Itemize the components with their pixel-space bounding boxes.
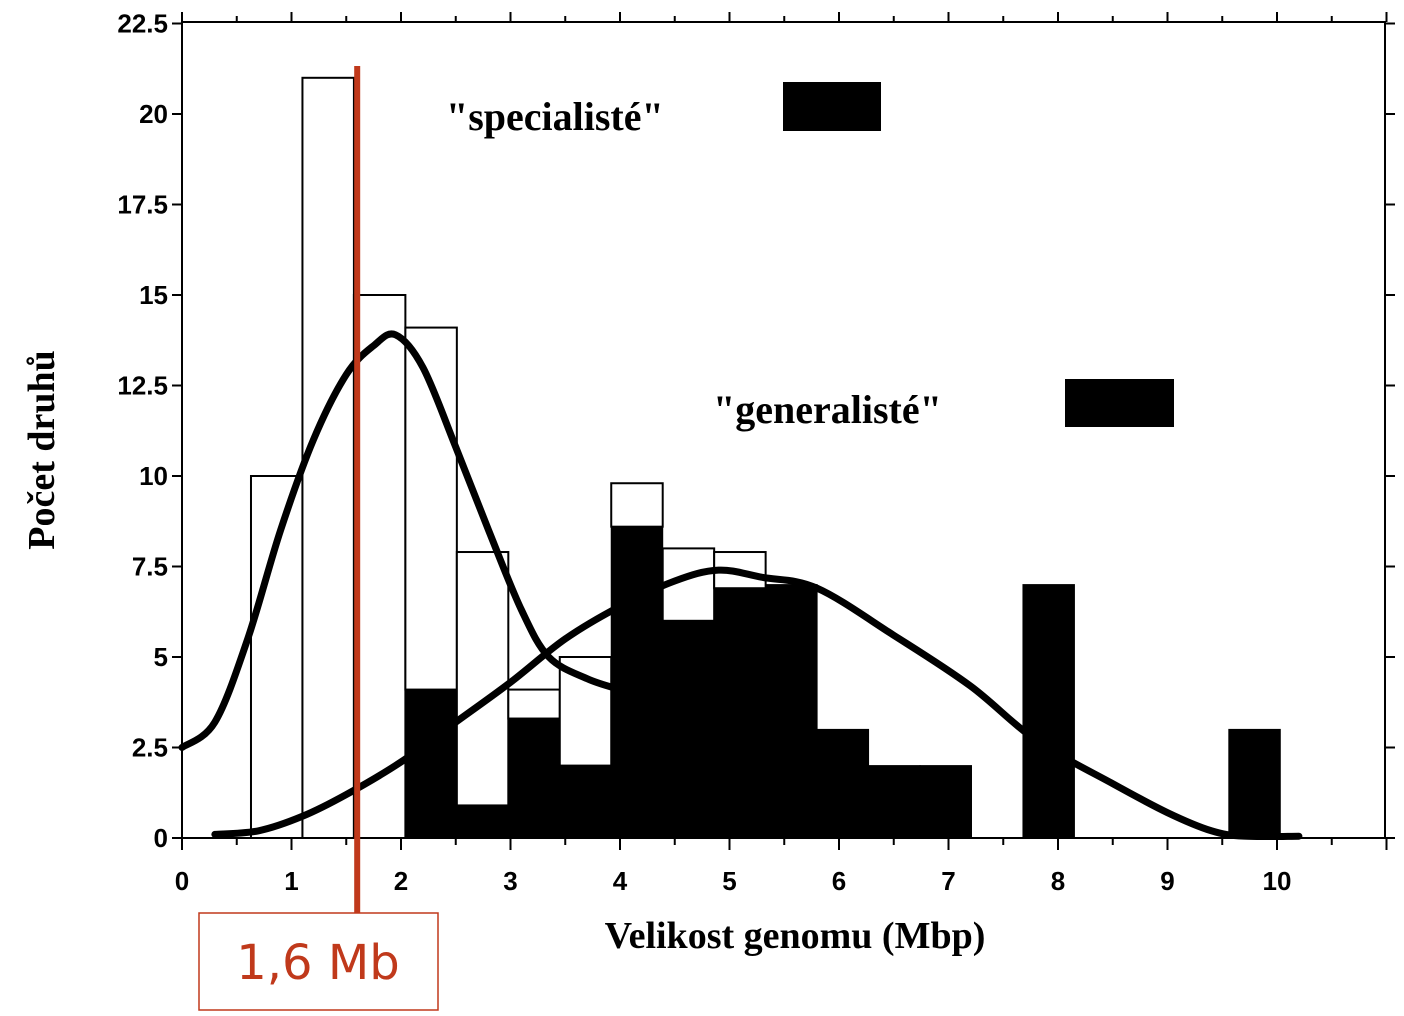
bar-generalists (405, 690, 456, 838)
x-tick-label: 9 (1160, 866, 1174, 896)
bar-specialists (457, 552, 508, 805)
bar-generalists (766, 585, 817, 838)
bar-generalists (869, 766, 920, 838)
x-tick-label: 2 (394, 866, 408, 896)
x-tick-label: 10 (1263, 866, 1292, 896)
y-axis-title: Počet druhů (21, 350, 63, 550)
x-tick-label: 5 (722, 866, 736, 896)
bar-generalists (508, 719, 559, 838)
x-tick-label: 6 (832, 866, 846, 896)
bar-specialists (508, 690, 559, 719)
legend-label-specialists: "specialisté" (446, 94, 664, 139)
x-tick-label: 8 (1051, 866, 1065, 896)
bar-specialists (354, 295, 405, 838)
bar-specialists (302, 78, 353, 838)
legend-label-generalists: "generalisté" (713, 387, 942, 432)
bar-generalists (920, 766, 971, 838)
x-axis-title: Velikost genomu (Mbp) (605, 915, 986, 957)
x-tick-label: 3 (503, 866, 517, 896)
x-tick-label: 1 (284, 866, 298, 896)
generalists-bars (405, 527, 1280, 838)
y-tick-label: 2.5 (132, 733, 168, 763)
bar-generalists (457, 805, 508, 838)
threshold-label: 1,6 Mb (236, 935, 399, 991)
x-tick-label: 4 (613, 866, 628, 896)
y-tick-label: 20 (139, 99, 168, 129)
bar-generalists (663, 621, 714, 838)
bar-specialists (251, 476, 302, 838)
y-tick-label: 7.5 (132, 552, 168, 582)
bar-generalists (1023, 585, 1074, 838)
y-tick-label: 5 (154, 642, 168, 672)
bar-generalists (1229, 729, 1280, 838)
x-tick-label: 7 (941, 866, 955, 896)
bar-generalists (611, 527, 662, 838)
x-tick-label: 0 (175, 866, 189, 896)
legend: "specialisté" "generalisté" (446, 82, 1174, 432)
y-tick-label: 22.5 (117, 9, 168, 39)
y-tick-label: 12.5 (117, 371, 168, 401)
bar-generalists (560, 766, 611, 838)
y-tick-label: 0 (154, 823, 168, 853)
y-tick-label: 15 (139, 280, 168, 310)
bar-specialists (611, 483, 662, 526)
legend-swatch-generalists (1065, 379, 1174, 427)
y-tick-label: 17.5 (117, 190, 168, 220)
y-tick-label: 10 (139, 461, 168, 491)
legend-swatch-specialists (783, 82, 881, 131)
bar-generalists (714, 588, 765, 838)
bar-generalists (817, 729, 868, 838)
